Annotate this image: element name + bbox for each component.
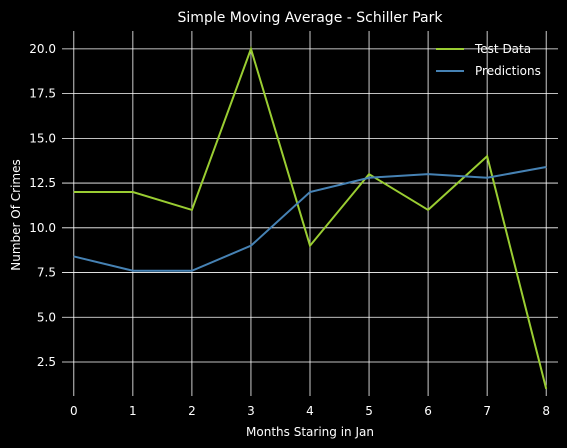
x-tick-label: 7 — [483, 404, 491, 418]
x-tick-label: 6 — [424, 404, 432, 418]
y-tick-label: 12.5 — [29, 176, 56, 190]
gridlines — [62, 31, 558, 396]
legend: Test Data Predictions — [436, 42, 541, 78]
chart-title: Simple Moving Average - Schiller Park — [178, 10, 444, 26]
x-tick-label: 3 — [247, 404, 255, 418]
y-axis-label: Number Of Crimes — [9, 159, 23, 270]
y-tick-label: 2.5 — [37, 355, 56, 369]
series-line-predictions — [73, 165, 547, 272]
x-tick-label: 2 — [188, 404, 196, 418]
legend-entry-label: Test Data — [474, 42, 531, 56]
y-tick-label: 5.0 — [37, 310, 56, 324]
x-tick-label: 0 — [70, 404, 78, 418]
legend-entry-label: Predictions — [475, 64, 541, 78]
y-tick-labels: 2.5 5.0 7.5 10.0 12.5 15.0 17.5 20.0 — [29, 42, 56, 369]
y-tick-label: 20.0 — [29, 42, 56, 56]
y-tick-label: 10.0 — [29, 221, 56, 235]
x-tick-labels: 0 1 2 3 4 5 6 7 8 — [70, 404, 550, 418]
y-tick-label: 17.5 — [29, 87, 56, 101]
series-lines — [73, 45, 548, 390]
x-tick-label: 5 — [365, 404, 373, 418]
y-tick-label: 15.0 — [29, 131, 56, 145]
x-tick-label: 4 — [306, 404, 314, 418]
y-tick-label: 7.5 — [37, 266, 56, 280]
x-axis-label: Months Staring in Jan — [246, 425, 374, 439]
x-tick-label: 8 — [542, 404, 550, 418]
series-line-test-data — [73, 45, 548, 390]
x-tick-label: 1 — [129, 404, 137, 418]
